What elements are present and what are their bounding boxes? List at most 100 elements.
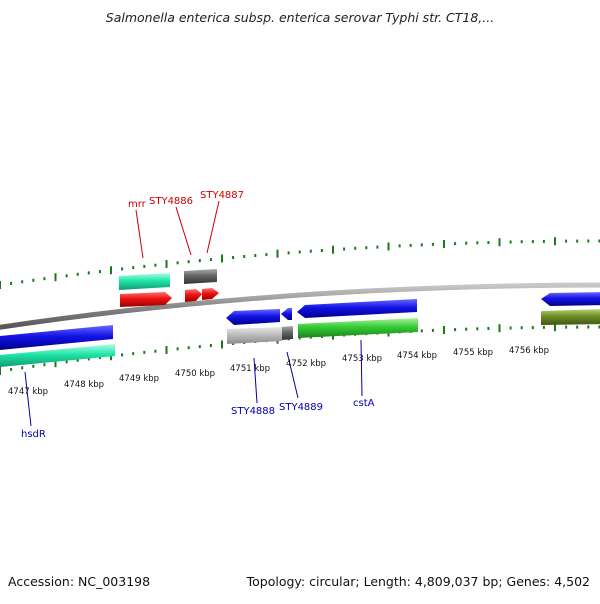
minor-tick [576,239,579,243]
minor-tick [487,241,490,244]
minor-tick [65,274,68,278]
kbp-label: 4756 kbp [509,346,549,356]
minor-tick [21,280,24,284]
outer-tick-ring [0,237,600,289]
major-tick [443,326,445,334]
minor-tick [32,364,35,368]
gene-sty4888-feature[interactable] [227,327,282,344]
gene-label-mrr[interactable]: mrr [128,199,147,210]
minor-tick [542,239,545,243]
gene-sty4889[interactable] [281,308,292,320]
minor-tick [232,256,235,259]
minor-tick [531,326,534,330]
major-tick [0,367,1,375]
minor-tick [309,249,312,253]
minor-tick [465,241,468,245]
gene-label-sty4889[interactable]: STY4889 [279,402,323,413]
minor-tick [121,267,124,271]
minor-tick [354,246,357,250]
major-tick [54,273,57,282]
minor-tick [587,239,590,243]
major-tick [0,281,1,289]
minor-tick [465,327,468,331]
gene-right-partial[interactable] [541,292,600,306]
kbp-scale-labels: 4747 kbp 4748 kbp 4749 kbp 4750 kbp 4751… [8,346,549,397]
minor-tick [587,325,590,329]
minor-tick [576,325,579,329]
minor-tick [65,360,68,364]
kbp-label: 4755 kbp [453,348,493,358]
gene-sty4886-feature[interactable] [184,269,217,284]
minor-tick [409,243,412,247]
minor-tick [520,326,523,330]
major-tick [110,266,112,275]
minor-tick [298,336,301,340]
gene-mrr-feature[interactable] [119,273,170,290]
minor-tick [154,263,157,267]
major-tick [443,240,445,248]
leader-line-sty4887 [206,200,220,254]
gene-cstA-feature[interactable] [298,318,418,338]
minor-tick [431,242,434,246]
leader-line-mrr [135,209,144,259]
minor-tick [431,328,434,332]
minor-tick [143,350,146,354]
minor-tick [509,240,512,244]
gene-label-sty4886[interactable]: STY4886 [149,196,193,207]
gene-hsdR[interactable] [0,325,113,350]
minor-tick [76,272,79,276]
minor-tick [320,249,323,252]
minor-tick [87,357,90,361]
leader-line-cstA [360,339,363,397]
gene-label-cstA[interactable]: cstA [353,398,375,409]
major-tick [221,254,223,263]
leader-line-hsdR [24,371,32,427]
minor-tick [76,358,79,362]
minor-tick [10,367,13,371]
gene-cstA[interactable] [297,299,417,318]
gene-label-sty4887[interactable]: STY4887 [200,190,244,201]
minor-tick [298,250,301,254]
gene-hsdR-feature[interactable] [0,344,115,367]
gene-mrr[interactable] [120,292,172,307]
major-tick [332,245,334,254]
minor-tick [176,347,179,351]
minor-tick [531,240,534,244]
genome-summary-text: Topology: circular; Length: 4,809,037 bp… [246,574,590,589]
major-tick [554,237,556,246]
minor-tick [476,327,479,331]
leader-line-sty4886 [175,206,192,256]
gene-right-partial-feature[interactable] [541,309,600,325]
minor-tick [10,281,13,285]
minor-tick [132,352,135,356]
minor-tick [98,270,101,274]
minor-tick [187,346,190,350]
kbp-label: 4748 kbp [64,380,104,390]
kbp-label: 4750 kbp [175,369,215,379]
minor-tick [454,242,457,246]
minor-tick [287,251,290,255]
minor-tick [476,241,479,245]
gene-sty4887[interactable] [202,288,219,300]
gene-sty4889-feature[interactable] [282,326,293,340]
minor-tick [487,327,490,330]
minor-tick [343,247,346,251]
minor-tick [398,244,401,248]
minor-tick [565,239,568,243]
gene-label-hsdR[interactable]: hsdR [21,429,46,440]
kbp-label: 4749 kbp [119,374,159,384]
gene-sty4886[interactable] [185,289,202,302]
gene-label-sty4888[interactable]: STY4888 [231,406,275,417]
minor-tick [32,278,35,282]
minor-tick [98,356,101,360]
minor-tick [520,240,523,244]
major-tick [165,260,168,268]
minor-tick [420,329,423,333]
minor-tick [154,349,157,353]
gene-sty4888[interactable] [226,309,280,325]
minor-tick [265,253,268,257]
kbp-label: 4752 kbp [286,359,326,369]
minor-tick [21,366,24,370]
